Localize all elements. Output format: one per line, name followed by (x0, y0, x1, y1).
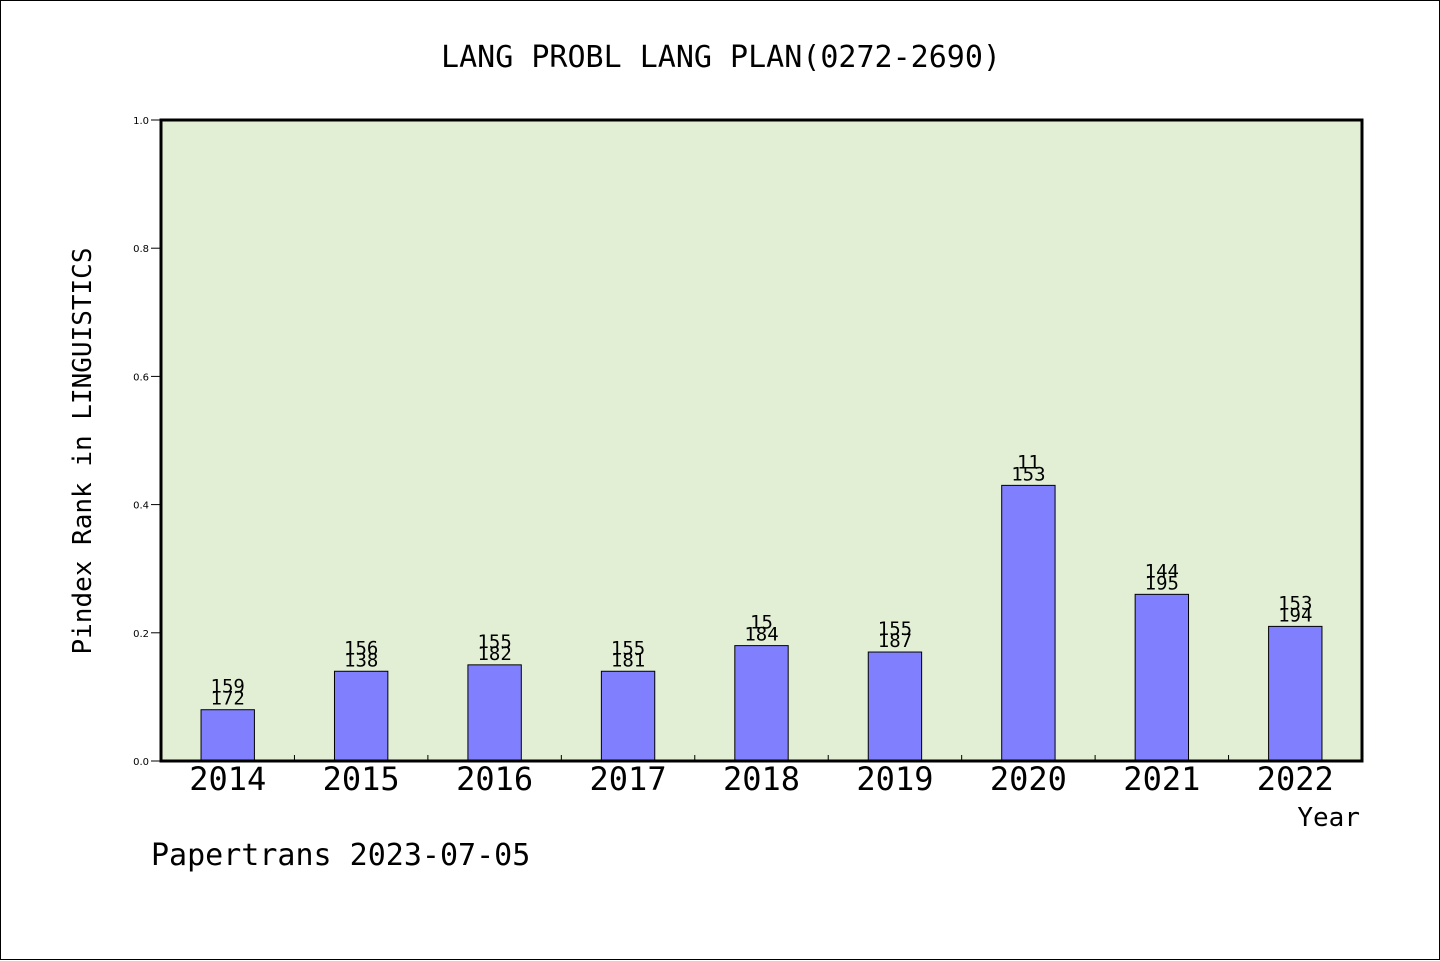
data-label-top: 155 (611, 637, 645, 659)
y-tick-label: 0.4 (133, 501, 149, 512)
footer-credit: Papertrans 2023-07-05 (151, 838, 530, 873)
x-axis-ticks: 2014 2015 2016 2017 2018 2019 2020 2021 2022 (189, 755, 1334, 798)
x-axis-label: Year (1297, 803, 1360, 833)
x-tick-label: 2016 (456, 760, 533, 798)
plot-border (159, 118, 1364, 763)
bar-2019 (867, 651, 923, 762)
bar-2022 (1268, 625, 1323, 762)
x-tick-label: 2021 (1123, 760, 1200, 798)
y-axis-label: Pindex Rank in LINGUISTICS (68, 248, 98, 655)
data-label-bottom: 138 (344, 649, 378, 671)
x-tick-label: 2015 (323, 760, 400, 798)
bar-2018 (734, 645, 789, 762)
y-tick-label: 1.0 (133, 116, 149, 127)
data-label-bottom: 184 (744, 624, 778, 646)
data-label-bottom: 195 (1145, 572, 1179, 594)
chart-title: LANG PROBL LANG PLAN(0272-2690) (441, 40, 1001, 75)
bar-2017 (600, 670, 656, 762)
data-label-top: 11 (1017, 451, 1040, 473)
bar-2016 (467, 664, 522, 762)
y-tick-label: 0.0 (133, 757, 149, 768)
x-tick-label: 2019 (856, 760, 933, 798)
x-tick-label: 2014 (189, 760, 266, 798)
data-label-bottom: 153 (1011, 463, 1045, 485)
data-label-top: 15 (750, 612, 773, 634)
data-label-bottom: 182 (477, 643, 511, 665)
data-label-top: 144 (1145, 560, 1179, 582)
data-label-top: 155 (477, 631, 511, 653)
data-label-bottom: 194 (1278, 604, 1312, 626)
y-tick-label: 0.2 (133, 629, 149, 640)
x-tick-label: 2017 (590, 760, 667, 798)
x-tick-label: 2020 (990, 760, 1067, 798)
data-label-bottom: 187 (878, 630, 912, 652)
data-label-top: 155 (878, 618, 912, 640)
bars-group (200, 484, 1323, 762)
y-tick-label: 0.8 (133, 244, 149, 255)
data-label-top: 156 (344, 637, 378, 659)
x-tick-label: 2022 (1257, 760, 1334, 798)
bar-2020 (1001, 484, 1056, 762)
x-tick-label: 2018 (723, 760, 800, 798)
data-label-top: 153 (1278, 592, 1312, 614)
bar-2014 (200, 709, 255, 762)
y-axis-ticks: 0.0 0.2 0.4 0.6 0.8 1.0 (133, 116, 161, 768)
data-label-bottom: 181 (611, 649, 645, 671)
data-label-bottom: 172 (211, 688, 245, 710)
bar-2015 (333, 670, 389, 762)
data-label-top: 159 (211, 676, 245, 698)
bar-2021 (1134, 593, 1190, 762)
y-tick-label: 0.6 (133, 372, 149, 383)
